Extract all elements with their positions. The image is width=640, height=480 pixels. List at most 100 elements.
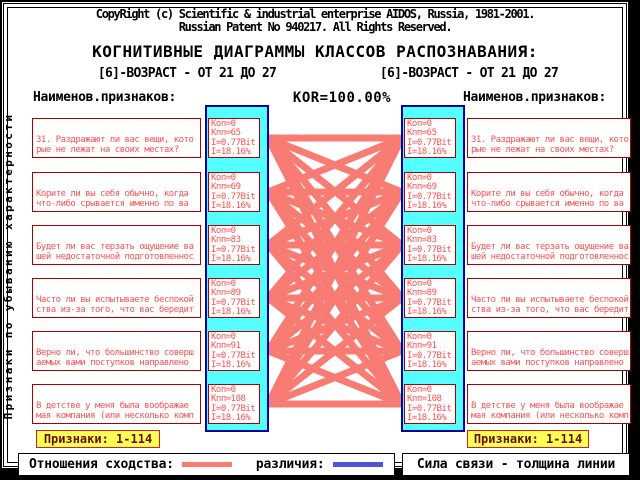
sidebar-vertical-label: Признаки по убыванию характерности [2, 112, 15, 420]
stat-box-right: Коп=0 Кпп=83 I=0.77Bit I=18.16% [404, 225, 456, 265]
feature-text: ства из-за того, что вас бередит [36, 305, 194, 315]
stat-info-bit: I=0.77Bit [407, 137, 452, 148]
similarity-network [268, 134, 402, 408]
stat-box-left: Коп=0 Кпп=69 I=0.77Bit I=18.16% [208, 172, 260, 212]
stat-info-bit: I=0.77Bit [211, 244, 256, 255]
stat-info-pct: I=18.16% [407, 413, 447, 424]
left-class-header: [6]-ВОЗРАСТ - ОТ 21 ДО 27 [97, 66, 277, 81]
stat-info-pct: I=18.16% [407, 254, 447, 265]
feature-box-left: Верно ли, что большинство соверш аемых в… [32, 331, 201, 371]
feature-text: Будет ли вас терзать ощущение ва [471, 242, 629, 252]
stat-kpp: Кпп=65 [211, 128, 241, 139]
stat-info-pct: I=18.16% [211, 254, 251, 265]
stat-box-right: Коп=0 Кпп=108 I=0.77Bit I=18.16% [404, 384, 456, 424]
stat-kop: Коп=0 [211, 385, 236, 395]
stat-kop: Коп=0 [211, 226, 236, 236]
feature-box-right: 31. Раздражают ли вас вещи, кото рые не … [467, 118, 631, 158]
stat-info-pct: I=18.16% [407, 201, 447, 212]
feature-text: В детстве у меня была воображае [36, 401, 189, 411]
stat-kop: Коп=0 [211, 173, 236, 183]
similarity-line-sample [181, 462, 232, 467]
stat-info-pct: I=18.16% [211, 201, 251, 212]
stat-info-pct: I=18.16% [211, 147, 251, 158]
stat-info-pct: I=18.16% [211, 307, 251, 318]
stat-box-right: Коп=0 Кпп=65 I=0.77Bit I=18.16% [404, 118, 456, 158]
feature-text: мая компания (или несколько комп [471, 411, 629, 421]
stat-info-pct: I=18.16% [407, 147, 447, 158]
stat-box-left: Коп=0 Кпп=83 I=0.77Bit I=18.16% [208, 225, 260, 265]
feature-box-right: Корите ли вы себя обычно, когда что-либо… [467, 172, 631, 212]
stat-kop: Коп=0 [407, 226, 432, 236]
stat-info-bit: I=0.77Bit [407, 244, 452, 255]
stat-info-bit: I=0.77Bit [211, 191, 256, 202]
stat-box-left: Коп=0 Кпп=89 I=0.77Bit I=18.16% [208, 278, 260, 318]
stat-info-bit: I=0.77Bit [407, 191, 452, 202]
stat-box-left: Коп=0 Кпп=65 I=0.77Bit I=18.16% [208, 118, 260, 158]
feature-text: Будет ли вас терзать ощущение ва [36, 242, 194, 252]
features-range-badge-left: Признаки: 1-114 [36, 430, 160, 448]
stat-kop: Коп=0 [211, 279, 236, 289]
features-range-badge-right: Признаки: 1-114 [467, 430, 589, 448]
feature-text: Верно ли, что большинство соверш [471, 348, 629, 358]
stat-box-left: Коп=0 Кпп=108 I=0.77Bit I=18.16% [208, 384, 260, 424]
feature-box-right: Будет ли вас терзать ощущение ва шей нед… [467, 225, 631, 265]
main-window: CopyRight (c) Scientific & industrial en… [2, 2, 631, 476]
stat-info-pct: I=18.16% [407, 360, 447, 371]
feature-box-left: В детстве у меня была воображае мая комп… [32, 384, 201, 424]
feature-text: рые не лежат на своих местах? [471, 145, 614, 155]
feature-text: рые не лежат на своих местах? [36, 145, 179, 155]
stat-kop: Коп=0 [407, 385, 432, 395]
difference-label: различия: [255, 457, 325, 472]
stat-kop: Коп=0 [211, 332, 236, 342]
stat-box-right: Коп=0 Кпп=91 I=0.77Bit I=18.16% [404, 331, 456, 371]
feature-text: шей недостаточной подготовленнос [36, 252, 194, 262]
stat-kpp: Кпп=89 [407, 288, 437, 299]
stat-kop: Коп=0 [407, 119, 432, 129]
feature-text: Верно ли, что большинство соверш [36, 348, 194, 358]
right-features-label: Наименов.признаков: [463, 90, 607, 105]
right-class-column [401, 105, 465, 432]
feature-box-left: Будет ли вас терзать ощущение ва шей нед… [32, 225, 201, 265]
feature-text: аемых вами поступков направлено [36, 358, 189, 368]
stat-info-bit: I=0.77Bit [211, 350, 256, 361]
feature-text: шей недостаточной подготовленнос [471, 252, 629, 262]
feature-box-left: Часто ли вы испытываете беспокой ства из… [32, 278, 201, 318]
stat-kop: Коп=0 [407, 173, 432, 183]
stat-kpp: Кпп=91 [407, 341, 437, 352]
feature-text: В детстве у меня была воображае [471, 401, 624, 411]
feature-text: что-либо срывается именно по ва [36, 199, 189, 209]
left-features-label: Наименов.признаков: [33, 90, 177, 105]
feature-text: Корите ли вы себя обычно, когда [36, 189, 189, 199]
stat-kpp: Кпп=83 [211, 235, 241, 246]
feature-box-right: В детстве у меня была воображае мая комп… [467, 384, 631, 424]
stat-kop: Коп=0 [407, 279, 432, 289]
kor-value: KOR=100.00% [292, 90, 392, 106]
feature-box-right: Верно ли, что большинство соверш аемых в… [467, 331, 631, 371]
feature-text: 31. Раздражают ли вас вещи, кото [471, 135, 629, 145]
stat-kpp: Кпп=65 [407, 128, 437, 139]
stat-info-bit: I=0.77Bit [211, 403, 256, 414]
feature-text: аемых вами поступков направлено [471, 358, 624, 368]
left-class-column [205, 105, 269, 432]
stat-info-bit: I=0.77Bit [407, 350, 452, 361]
feature-text: ства из-за того, что вас бередит [471, 305, 629, 315]
legend-strength: Сила связи - толщина линии [402, 453, 630, 476]
stat-kop: Коп=0 [211, 119, 236, 129]
stat-kpp: Кпп=83 [407, 235, 437, 246]
feature-text: мая компания (или несколько комп [36, 411, 194, 421]
strength-label: Сила связи - толщина линии [416, 457, 616, 472]
feature-text: Корите ли вы себя обычно, когда [471, 189, 624, 199]
stat-box-right: Коп=0 Кпп=69 I=0.77Bit I=18.16% [404, 172, 456, 212]
stat-info-bit: I=0.77Bit [211, 297, 256, 308]
feature-text: Часто ли вы испытываете беспокой [471, 295, 629, 305]
feature-box-left: 31. Раздражают ли вас вещи, кото рые не … [32, 118, 201, 158]
difference-line-sample [332, 462, 383, 467]
stat-kpp: Кпп=69 [407, 182, 437, 193]
stat-box-left: Коп=0 Кпп=91 I=0.77Bit I=18.16% [208, 331, 260, 371]
feature-text: 31. Раздражают ли вас вещи, кото [36, 135, 194, 145]
right-class-header: [6]-ВОЗРАСТ - ОТ 21 ДО 27 [379, 66, 559, 81]
stat-info-pct: I=18.16% [211, 413, 251, 424]
stat-kpp: Кпп=108 [211, 394, 246, 405]
feature-box-left: Корите ли вы себя обычно, когда что-либо… [32, 172, 201, 212]
stat-kpp: Кпп=89 [211, 288, 241, 299]
